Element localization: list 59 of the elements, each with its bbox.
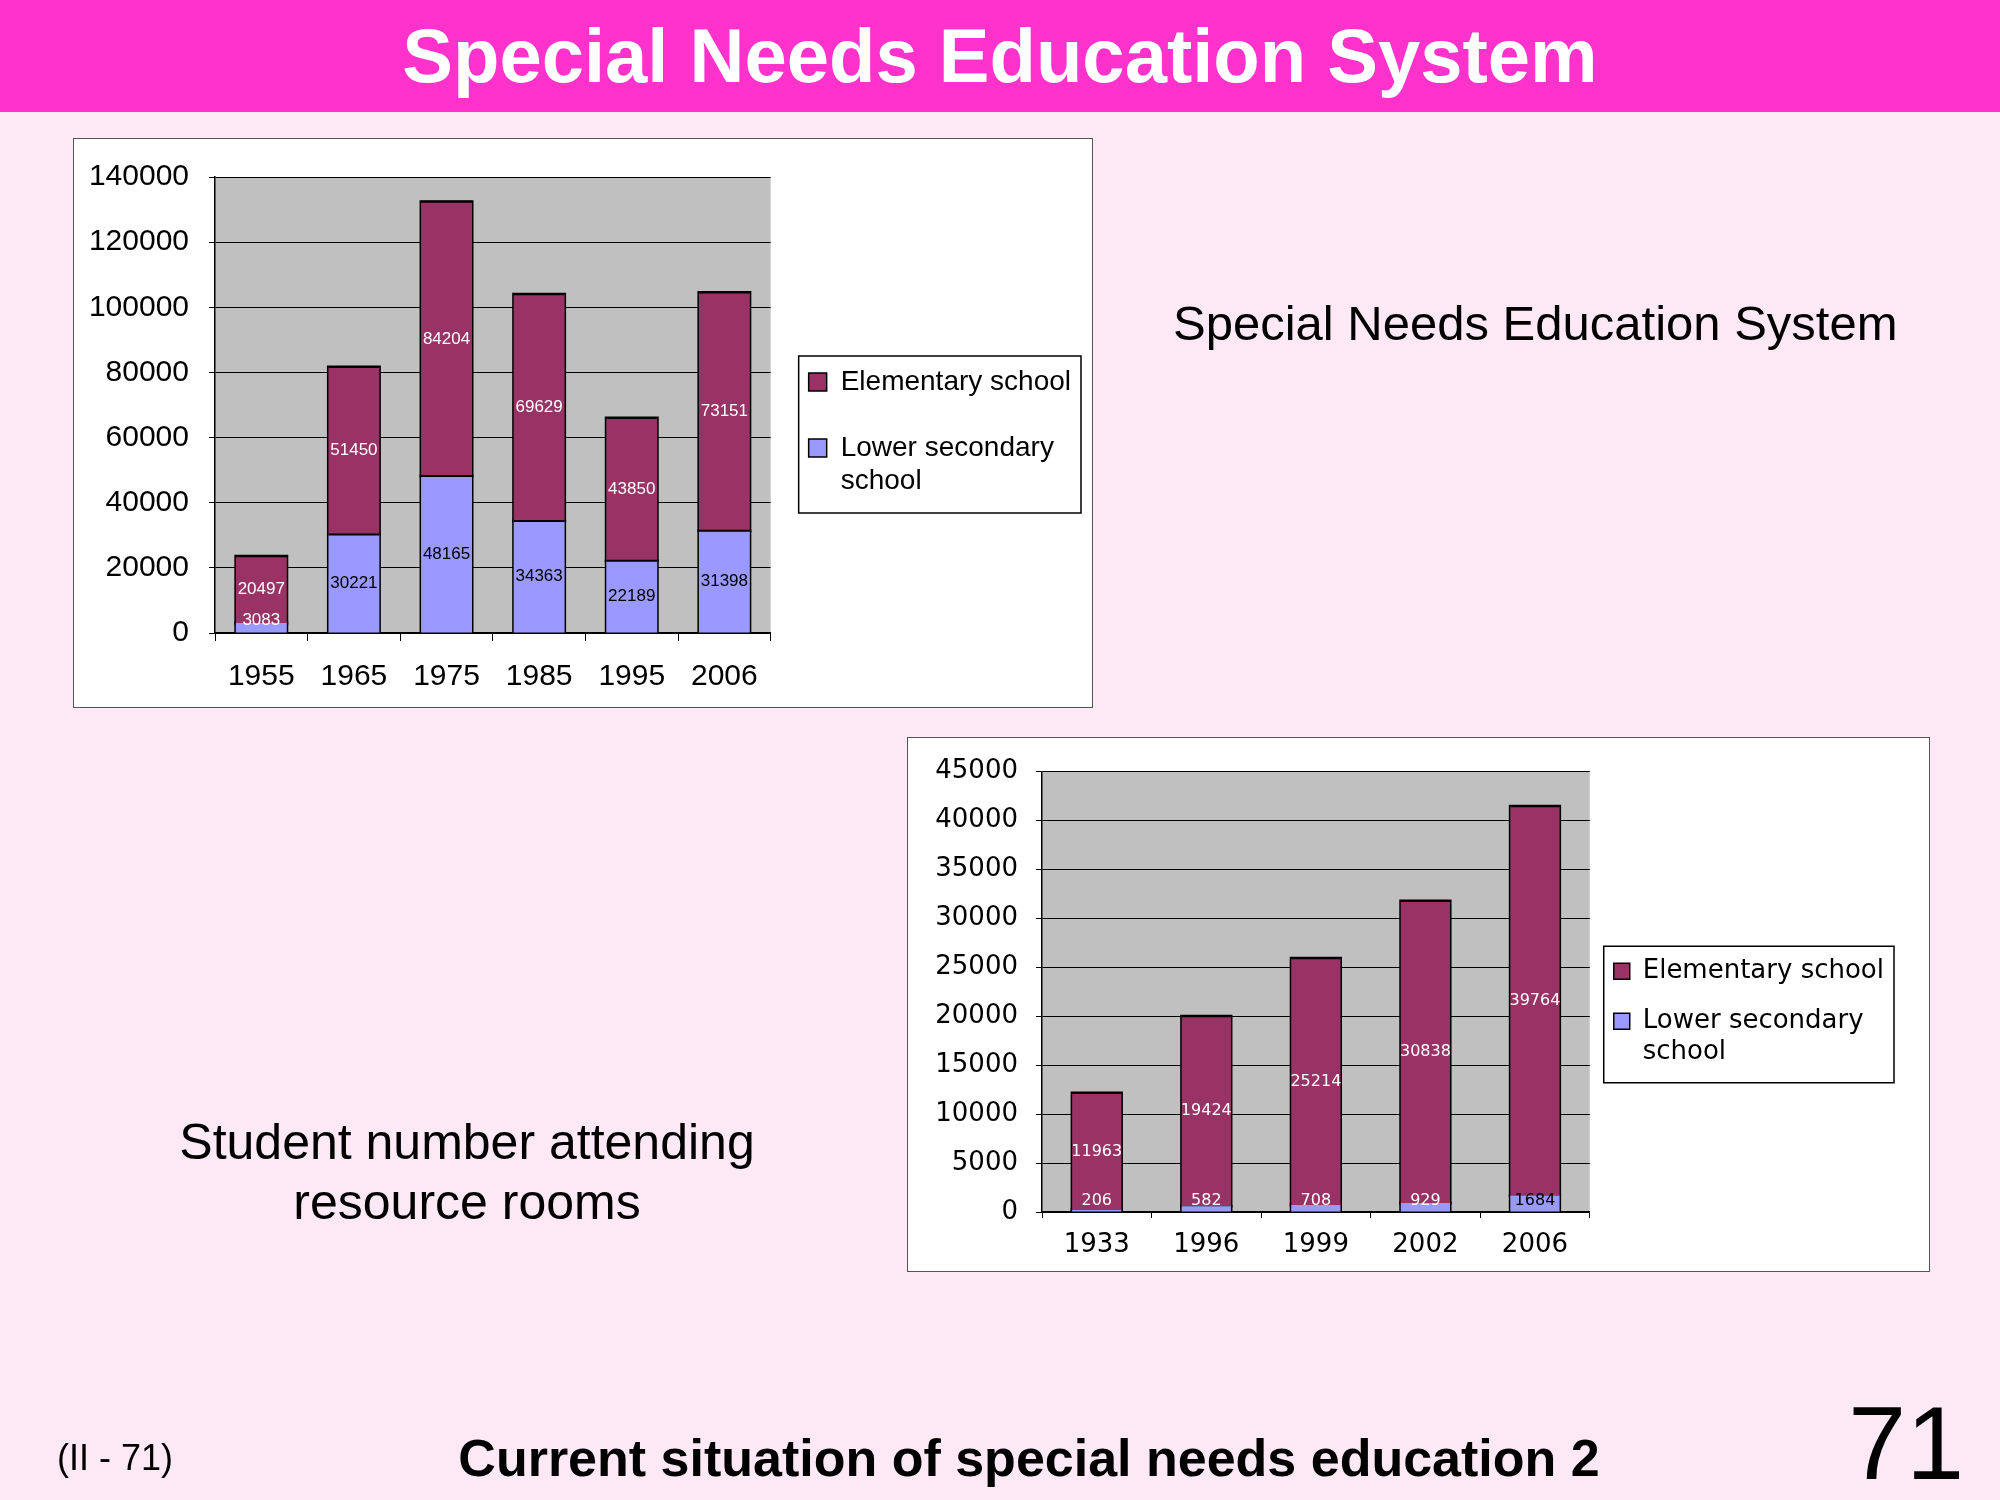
text: Student number attending resource rooms [178,1113,756,1232]
y-tick-label: 45000 [935,754,1018,785]
data-label: 73151 [700,401,748,421]
legend-label: Lower secondary school [1642,1004,1864,1066]
x-tick-label: 1995 [598,658,666,692]
y-tick-label: 40000 [935,803,1018,834]
y-tick-label: 0 [1001,1194,1018,1225]
x-tick-label: 1999 [1282,1228,1349,1259]
x-tick-label: 1965 [320,658,388,692]
x-tick-label: 2006 [690,658,758,692]
text: Special Needs Education System [0,0,2000,112]
y-tick-label: 10000 [935,1096,1018,1127]
text: 71 [1847,1384,1964,1500]
y-tick-label: 100000 [88,288,189,322]
legend-label: Lower secondary school [840,430,1054,496]
text: Special Needs Education System [1173,295,1899,352]
y-tick-label: 20000 [935,999,1018,1030]
x-tick-label: 1975 [413,658,480,692]
x-tick-label: 1985 [505,658,573,692]
y-tick-label: 20000 [105,549,189,583]
x-tick-label: 2002 [1392,1228,1459,1259]
data-label: 19424 [1180,1100,1232,1120]
y-tick-label: 40000 [105,483,189,517]
data-label: 582 [1191,1189,1222,1209]
data-label: 708 [1300,1189,1332,1209]
y-tick-label: 0 [172,614,189,648]
data-label: 20497 [237,579,285,599]
x-tick-label: 1933 [1063,1228,1130,1259]
y-tick-label: 35000 [935,852,1018,883]
data-label: 39764 [1509,990,1561,1010]
y-tick-label: 5000 [951,1145,1018,1176]
data-label: 51450 [330,440,378,460]
x-tick-label: 1996 [1173,1228,1240,1259]
y-tick-label: 60000 [105,418,189,452]
text: (II - 71) [57,1436,174,1480]
data-label: 31398 [700,571,748,591]
data-label: 30838 [1399,1041,1451,1061]
legend-label: Elementary school [840,364,1072,396]
y-tick-label: 25000 [935,950,1018,981]
y-tick-label: 120000 [88,223,189,257]
text: Current situation of special needs education 2 [457,1428,1601,1489]
y-tick-label: 80000 [105,353,189,387]
x-tick-label: 1955 [227,658,295,692]
data-label: 22189 [608,586,656,606]
data-label: 48165 [422,544,471,563]
data-label: 30221 [330,573,378,593]
data-label: 69629 [515,397,563,417]
data-label: 25214 [1290,1070,1342,1090]
data-label: 206 [1081,1189,1113,1209]
x-tick-label: 2006 [1501,1228,1569,1259]
y-tick-label: 15000 [935,1047,1018,1078]
data-label: 11963 [1071,1140,1123,1160]
y-tick-label: 140000 [88,158,189,192]
data-label: 1684 [1514,1189,1556,1209]
y-tick-label: 30000 [935,901,1018,932]
data-label: 43850 [608,479,656,498]
data-label: 84204 [422,328,471,348]
data-label: 34363 [515,566,563,586]
legend-label: Elementary school [1642,954,1885,985]
